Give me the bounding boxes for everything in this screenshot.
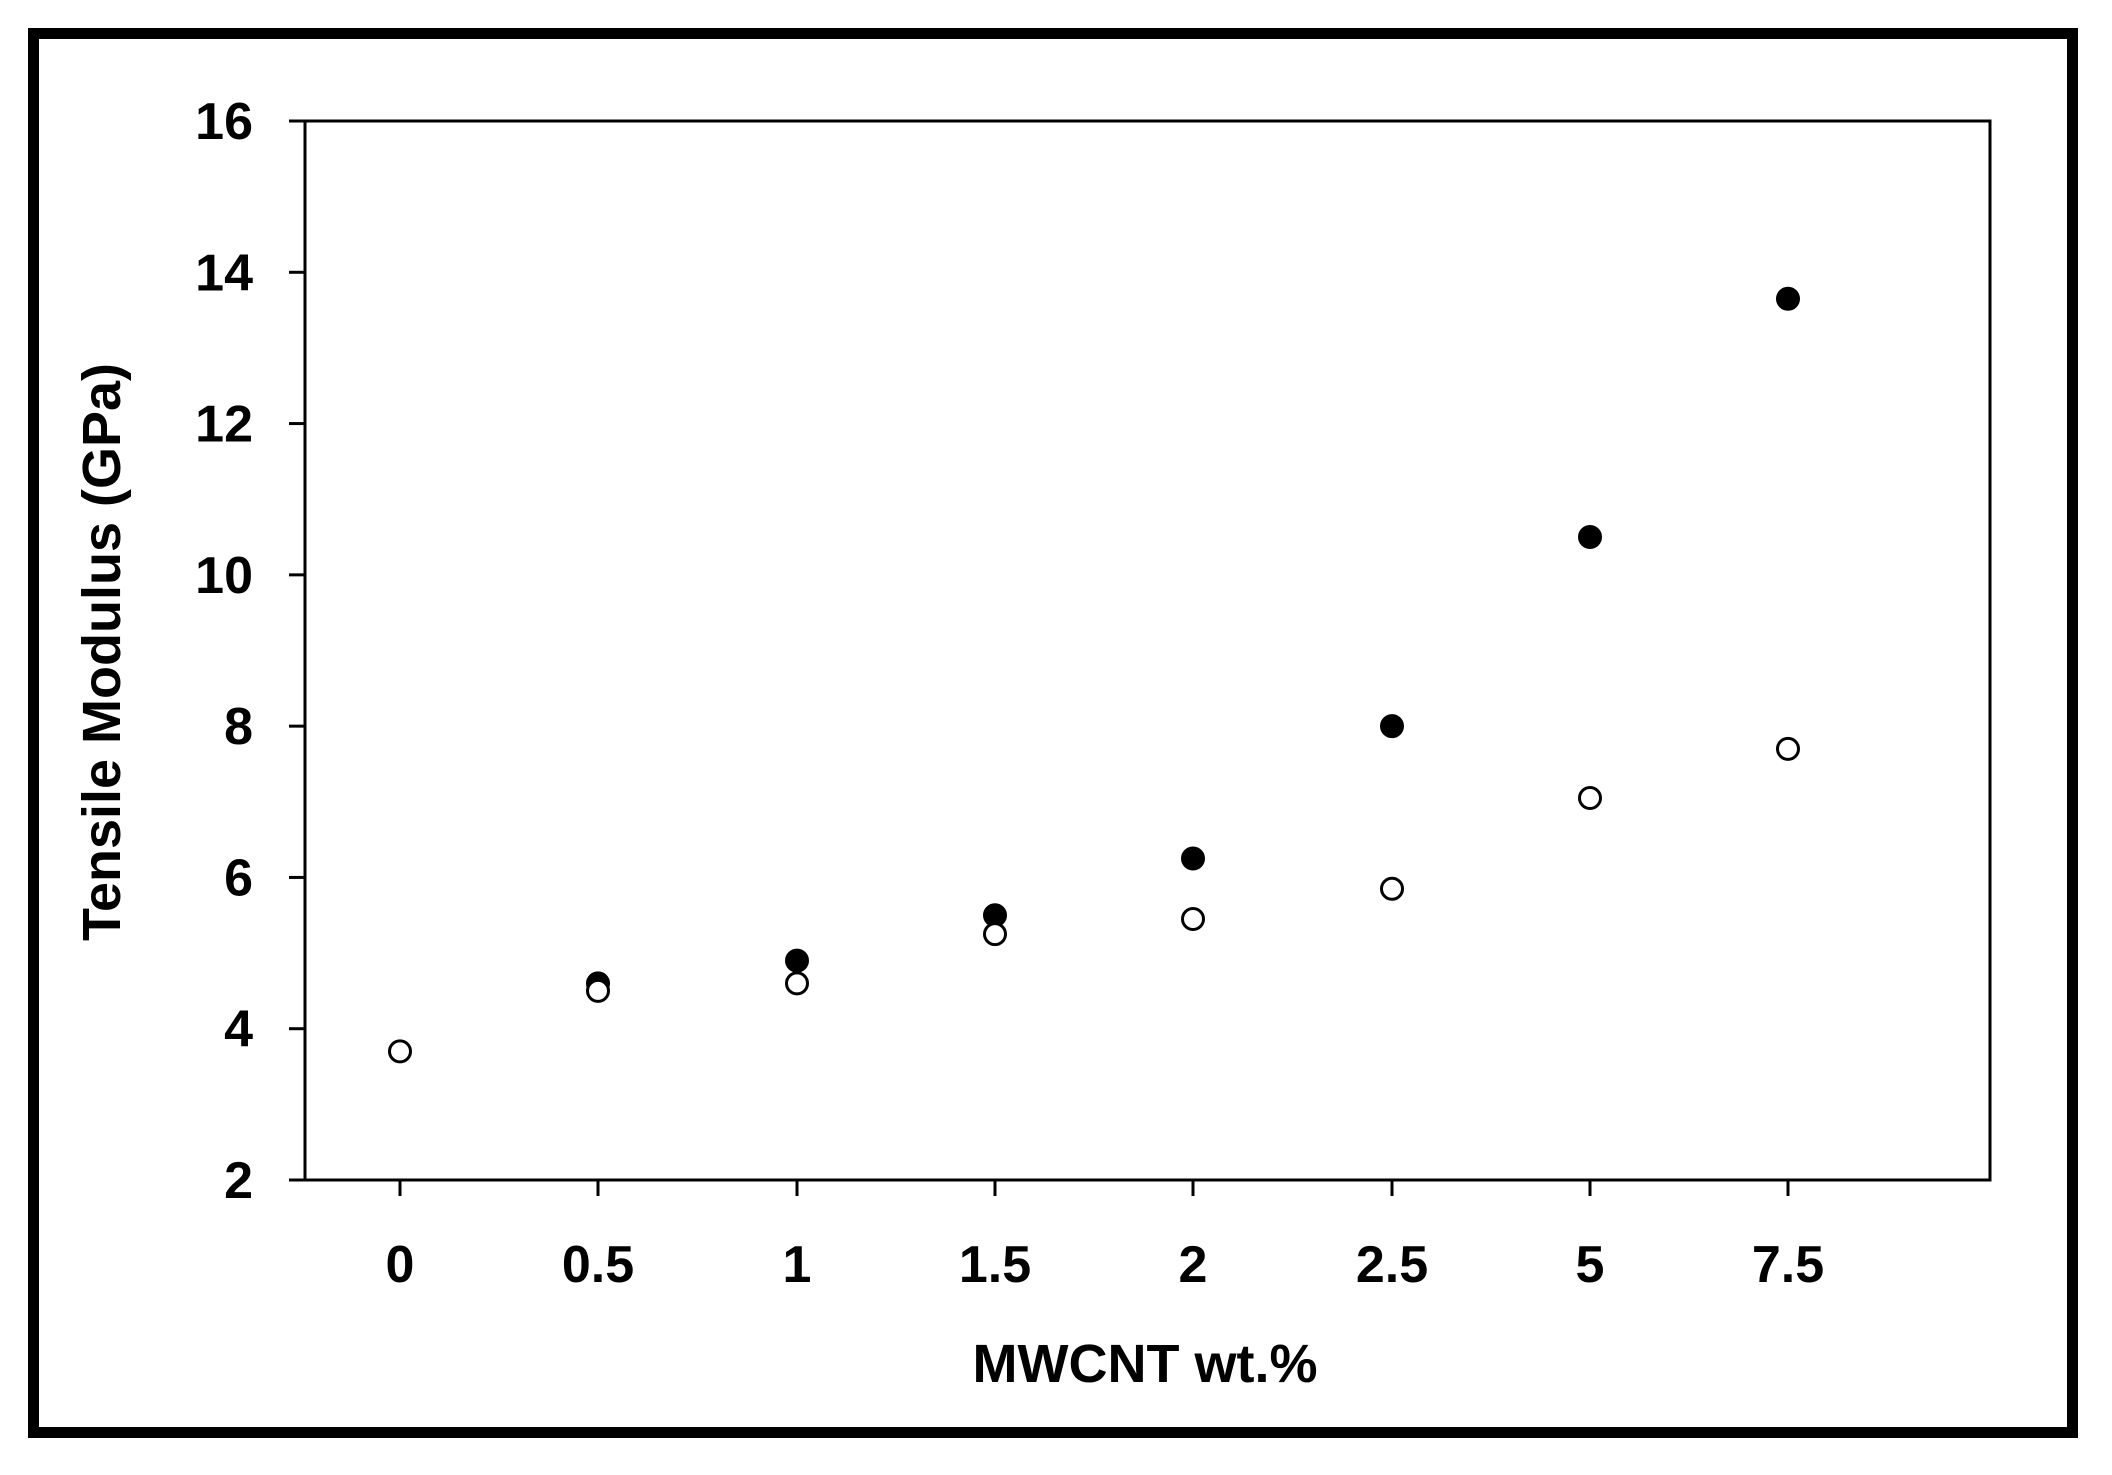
open-circle-marker bbox=[1181, 907, 1205, 932]
open-circle-marker bbox=[1776, 736, 1800, 761]
filled-circle-marker bbox=[785, 948, 809, 973]
filled-circle-marker bbox=[1380, 714, 1404, 739]
figure-frame bbox=[28, 28, 2078, 1438]
y-axis-title: Tensile Modulus (GPa) bbox=[72, 363, 132, 941]
y-tick-label: 4 bbox=[224, 1001, 253, 1059]
open-circle-marker bbox=[586, 978, 610, 1003]
filled-circle-marker bbox=[1578, 525, 1602, 550]
y-tick-label: 12 bbox=[195, 396, 253, 454]
y-tick-label: 2 bbox=[224, 1152, 253, 1210]
x-tick-label: 0.5 bbox=[562, 1236, 634, 1294]
data-markers bbox=[388, 286, 1800, 1064]
x-tick-label: 7.5 bbox=[1752, 1236, 1824, 1294]
y-axis-ticks bbox=[289, 119, 305, 1182]
y-tick-label: 16 bbox=[195, 93, 253, 151]
y-tick-label: 8 bbox=[224, 698, 253, 756]
open-circle-marker bbox=[785, 971, 809, 996]
filled-circle-marker bbox=[1181, 846, 1205, 871]
x-axis-tick-labels: 0 0.5 1 1.5 2 2.5 5 7.5 bbox=[386, 1236, 1825, 1294]
y-axis-tick-labels: 2 4 6 8 10 12 14 16 bbox=[195, 93, 253, 1210]
x-tick-label: 2.5 bbox=[1356, 1236, 1428, 1294]
x-tick-label: 1.5 bbox=[959, 1236, 1031, 1294]
plot-area bbox=[303, 119, 1992, 1182]
x-tick-label: 0 bbox=[386, 1236, 415, 1294]
open-circle-marker bbox=[388, 1039, 412, 1064]
x-axis-title: MWCNT wt.% bbox=[973, 1334, 1318, 1394]
y-tick-label: 14 bbox=[195, 244, 253, 302]
x-tick-label: 5 bbox=[1576, 1236, 1605, 1294]
x-tick-label: 2 bbox=[1179, 1236, 1208, 1294]
y-tick-label: 6 bbox=[224, 849, 253, 907]
x-tick-label: 1 bbox=[783, 1236, 812, 1294]
open-circle-marker bbox=[1578, 786, 1602, 811]
y-tick-label: 10 bbox=[195, 547, 253, 605]
filled-circle-marker bbox=[1776, 286, 1800, 311]
x-axis-ticks bbox=[398, 1180, 1790, 1196]
open-circle-marker bbox=[1380, 876, 1404, 901]
open-circle-marker bbox=[983, 922, 1007, 947]
